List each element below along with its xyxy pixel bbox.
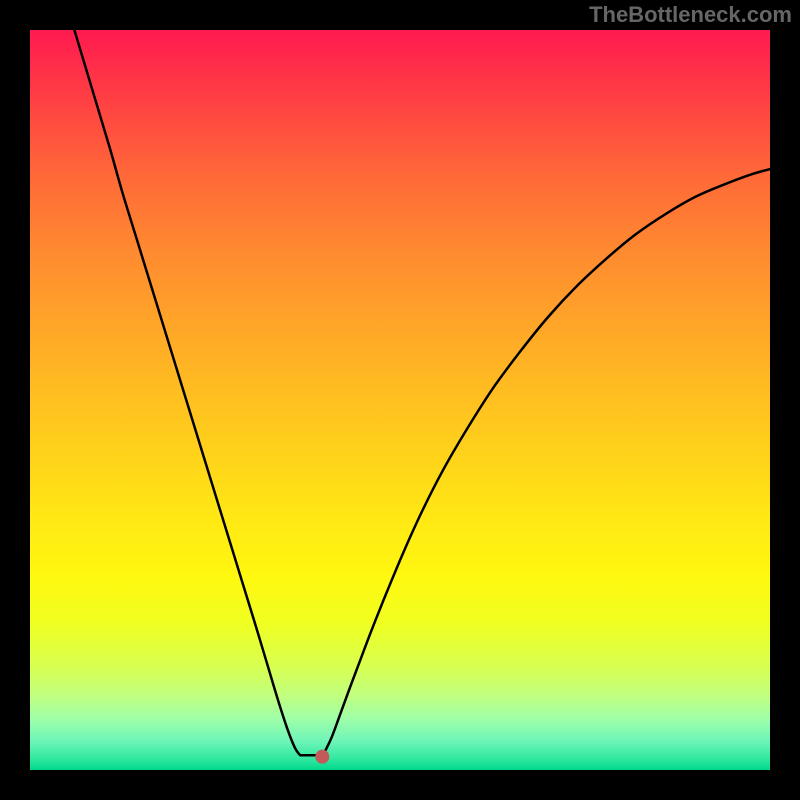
bottleneck-curve — [74, 30, 770, 755]
watermark-text: TheBottleneck.com — [589, 2, 792, 28]
bottleneck-curve-layer — [30, 30, 770, 770]
plot-area — [30, 30, 770, 770]
minimum-marker — [316, 750, 329, 763]
chart-container: TheBottleneck.com — [0, 0, 800, 800]
